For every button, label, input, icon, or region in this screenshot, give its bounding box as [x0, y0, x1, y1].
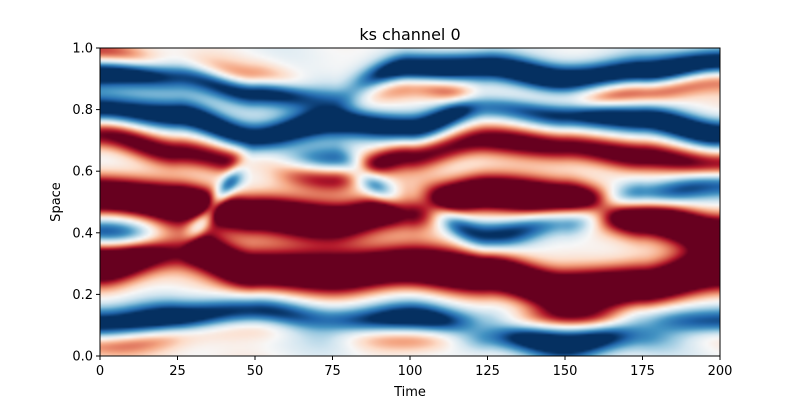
- x-tick-label: 75: [324, 364, 341, 379]
- y-tick-label: 0.0: [72, 350, 93, 365]
- y-tick-label: 0.4: [72, 226, 93, 241]
- y-axis: 0.0 0.2 0.4 0.6 0.8 1.0: [72, 42, 100, 365]
- x-tick-label: 0: [96, 364, 104, 379]
- y-tick-label: 0.8: [72, 103, 93, 118]
- x-tick-label: 25: [169, 364, 186, 379]
- y-tick-label: 0.2: [72, 288, 93, 303]
- x-tick-label: 50: [247, 364, 264, 379]
- x-axis: 0 25 50 75 100 125 150 175 200: [96, 356, 733, 379]
- x-tick-label: 125: [475, 364, 500, 379]
- chart-title: ks channel 0: [359, 25, 460, 44]
- y-axis-label: Space: [49, 182, 64, 222]
- x-tick-label: 175: [630, 364, 655, 379]
- heatmap-image: [100, 48, 720, 356]
- x-axis-label: Time: [393, 385, 426, 400]
- x-tick-label: 100: [398, 364, 423, 379]
- y-tick-label: 1.0: [72, 42, 93, 57]
- y-tick-label: 0.6: [72, 165, 93, 180]
- x-tick-label: 150: [553, 364, 578, 379]
- x-tick-label: 200: [708, 364, 733, 379]
